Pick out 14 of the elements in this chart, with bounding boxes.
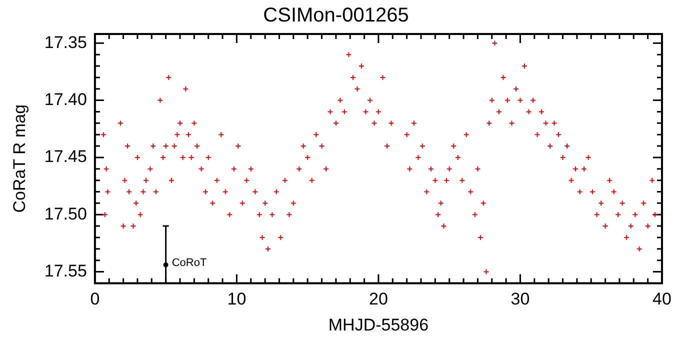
y-tick-label: 17.50 <box>44 204 87 224</box>
x-tick-label: 0 <box>90 289 100 308</box>
chart-title: CSIMon-001265 <box>263 4 409 27</box>
y-tick-label: 17.40 <box>44 90 87 109</box>
y-tick-label: 17.55 <box>44 261 87 280</box>
x-tick-label: 30 <box>510 289 530 308</box>
annotation: CoRoT <box>172 256 207 269</box>
y-tick-label: 17.45 <box>44 147 87 166</box>
x-tick-label: 40 <box>652 289 672 308</box>
x-tick-label: 20 <box>369 289 388 308</box>
y-axis-title: CoRaT R mag <box>10 104 29 213</box>
y-tick-label: 17.35 <box>44 32 87 52</box>
x-axis-title: MHJD-55896 <box>328 315 429 334</box>
x-tick-label: 10 <box>227 289 246 308</box>
